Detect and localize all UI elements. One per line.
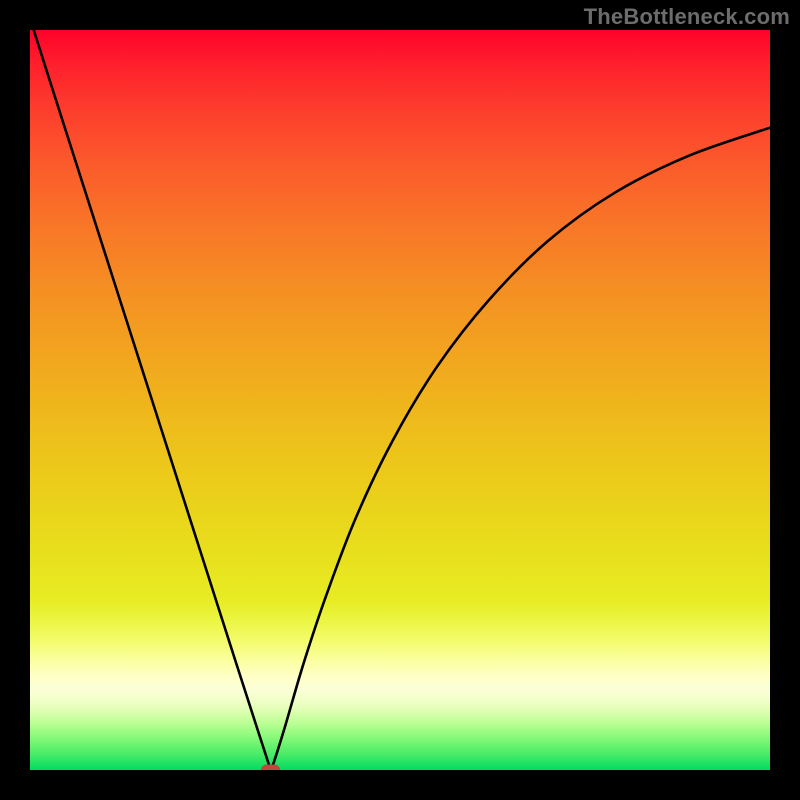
minimum-marker [261, 764, 280, 770]
plot-area [30, 30, 770, 770]
plot-svg [30, 30, 770, 770]
gradient-background [30, 30, 770, 770]
watermark-text: TheBottleneck.com [584, 4, 790, 30]
chart-container: TheBottleneck.com [0, 0, 800, 800]
